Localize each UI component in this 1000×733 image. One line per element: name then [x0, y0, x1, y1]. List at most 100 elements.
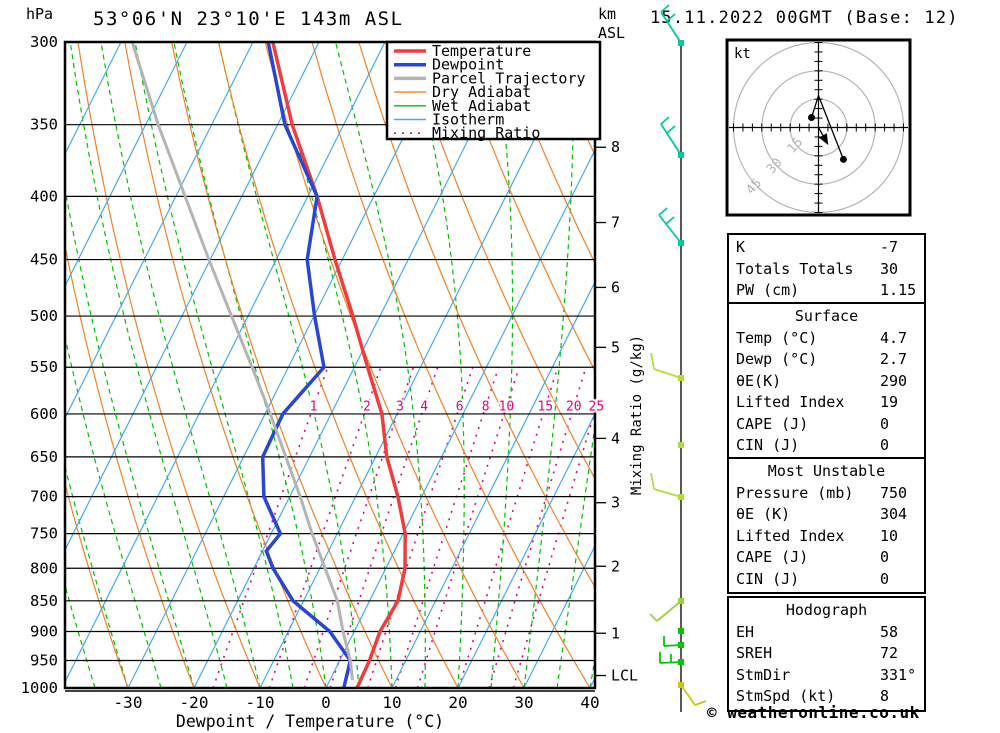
run-date-title: 15.11.2022 00GMT (Base: 12) [650, 8, 959, 28]
row-value: 0 [880, 414, 890, 433]
svg-text:Parcel Trajectory: Parcel Trajectory [432, 69, 586, 87]
svg-text:Dewpoint: Dewpoint [432, 56, 504, 74]
svg-text:6: 6 [611, 278, 620, 296]
svg-text:kt: kt [734, 46, 751, 62]
svg-text:-10: -10 [246, 693, 275, 712]
svg-text:500: 500 [30, 307, 58, 325]
pressure-unit-label: hPa [26, 5, 54, 23]
table-row: Pressure (mb) 750 [736, 483, 924, 505]
svg-text:400: 400 [30, 187, 58, 205]
svg-text:-30: -30 [114, 693, 143, 712]
row-label: K [736, 238, 746, 256]
svg-text:8: 8 [482, 400, 490, 415]
svg-text:8: 8 [611, 138, 620, 156]
svg-text:350: 350 [30, 116, 58, 134]
row-value: 290 [880, 371, 908, 390]
parcel-curve [130, 42, 354, 681]
wind-barb [650, 472, 684, 500]
table-title: Surface [794, 307, 859, 325]
x-axis: -30 -20 -10 0 10 20 30 40 Dewpoint / Temperature… [114, 693, 600, 731]
plot-frame [63, 40, 597, 692]
row-label: Pressure (mb) [736, 483, 854, 502]
row-value: 2.7 [880, 350, 908, 368]
isotherms [65, 42, 595, 688]
copyright-text: © weatheronline.co.uk [707, 703, 920, 722]
wind-barb [678, 442, 684, 448]
row-value: 72 [880, 644, 899, 662]
table-title: Hodograph [785, 601, 868, 619]
row-value: 1.15 [880, 281, 917, 299]
table-row: CIN (J) 0 [736, 435, 924, 457]
table-row: EH 58 [736, 622, 924, 644]
svg-text:10: 10 [382, 693, 401, 712]
svg-text:700: 700 [30, 488, 58, 506]
row-value: 331° [880, 665, 917, 684]
svg-text:Isotherm: Isotherm [432, 111, 504, 129]
svg-text:25: 25 [589, 400, 605, 415]
svg-text:850: 850 [30, 592, 58, 610]
row-label: CAPE (J) [736, 548, 809, 566]
station-title: 53°06'N 23°10'E 143m ASL [93, 8, 404, 30]
svg-text:900: 900 [30, 622, 58, 640]
table-row: CAPE (J) 0 [736, 547, 924, 569]
svg-text:-20: -20 [180, 693, 209, 712]
svg-text:1: 1 [611, 624, 620, 642]
svg-text:Mixing Ratio (g/kg): Mixing Ratio (g/kg) [629, 335, 645, 495]
row-value: 58 [880, 622, 899, 641]
table-row: Dewp (°C) 2.7 [736, 349, 924, 371]
table-row: θE(K) 290 [736, 371, 924, 393]
row-label: Lifted Index [736, 526, 845, 545]
svg-text:3: 3 [611, 494, 620, 512]
wind-barb [660, 116, 684, 158]
svg-text:600: 600 [30, 405, 58, 423]
row-label: Lifted Index [736, 393, 845, 411]
pressure-axis: 300 350 400 450 500 550 600 650 700 750 800 850 900 9… [21, 33, 58, 697]
wind-barb [660, 4, 684, 46]
mixing-axis-label: Mixing Ratio (g/kg) [629, 335, 645, 495]
svg-text:LCL: LCL [611, 667, 638, 685]
svg-text:Mixing Ratio: Mixing Ratio [432, 124, 540, 142]
table-row: StmDir 331° [736, 665, 924, 687]
altitude-axis-label: km ASL [598, 5, 626, 42]
row-value: 0 [880, 569, 890, 588]
svg-text:3: 3 [396, 400, 404, 415]
row-label: CAPE (J) [736, 414, 809, 433]
table-row: StmSpd (kt) 8 [736, 686, 924, 708]
dewpoint-curve [260, 42, 353, 688]
svg-text:550: 550 [30, 358, 58, 376]
table-row: Lifted Index 10 [736, 526, 924, 548]
wind-barb [650, 352, 684, 381]
km-axis: 8 7 6 5 4 3 2 1 LCL [596, 138, 638, 685]
table-row: CIN (J) 0 [736, 569, 924, 591]
row-value: 8 [880, 687, 890, 705]
svg-text:Wet Adiabat: Wet Adiabat [432, 97, 531, 115]
row-value: 0 [880, 548, 890, 566]
svg-text:650: 650 [30, 448, 58, 466]
row-label: PW (cm) [736, 281, 800, 299]
svg-text:20: 20 [566, 400, 582, 415]
row-label: Dewp (°C) [736, 350, 818, 368]
wind-barb [678, 628, 684, 634]
svg-text:300: 300 [30, 33, 58, 51]
row-label: SREH [736, 644, 773, 662]
wind-barb [649, 598, 684, 622]
row-label: EH [736, 622, 755, 641]
svg-text:20: 20 [448, 693, 467, 712]
row-value: 4.7 [880, 328, 908, 347]
table-row: PW (cm) 1.15 [736, 280, 924, 302]
table-title: Most Unstable [767, 462, 886, 480]
wind-barb [663, 636, 684, 648]
wind-barb [659, 652, 684, 665]
svg-text:450: 450 [30, 251, 58, 269]
row-value: -7 [880, 238, 899, 256]
table-row: Lifted Index 19 [736, 392, 924, 414]
row-value: 0 [880, 436, 890, 454]
index-table-general: K -7 Totals Totals 30 PW (cm) 1.15 [727, 233, 926, 306]
row-label: θE (K) [736, 505, 791, 523]
svg-text:5: 5 [611, 338, 620, 356]
row-label: StmDir [736, 665, 791, 684]
temperature-curve [271, 42, 407, 688]
wind-barb [678, 682, 707, 706]
